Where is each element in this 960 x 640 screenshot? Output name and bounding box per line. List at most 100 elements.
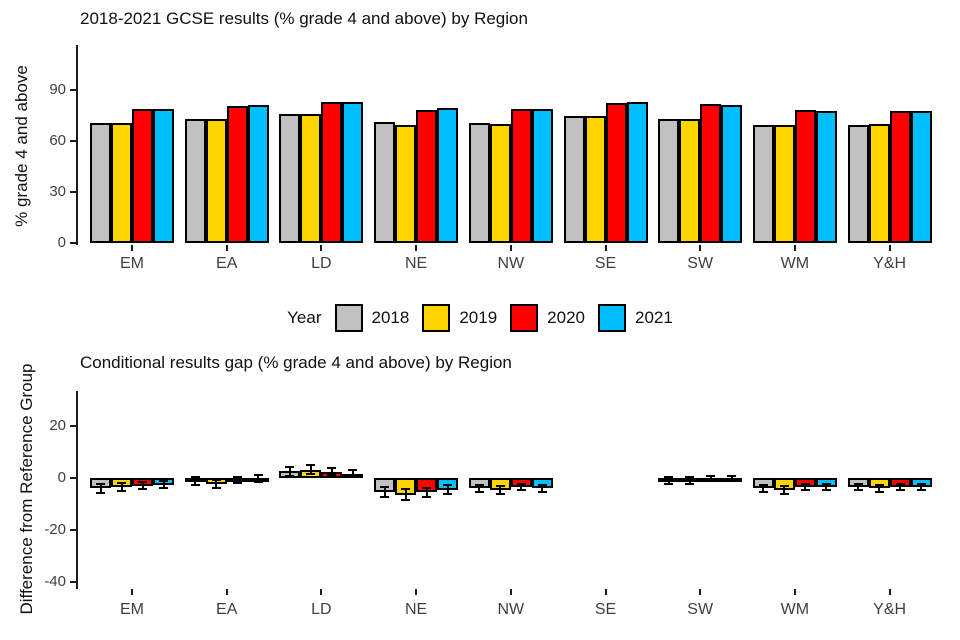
error-bar-cap-top [159, 480, 168, 483]
bar-SW-2018 [658, 118, 680, 243]
bar-WM-2018 [752, 125, 774, 243]
bar-LD-2019 [300, 114, 322, 243]
error-bar-cap-bottom [306, 473, 316, 476]
x-tick-label: LD [311, 255, 332, 272]
bar-EA-2020 [226, 105, 248, 243]
x-tick-mark [225, 589, 228, 595]
x-tick-mark [699, 245, 702, 251]
legend-swatch-2021 [598, 304, 626, 332]
error-bar-cap-top [422, 486, 432, 489]
error-bar-cap-top [253, 474, 263, 477]
bar-WM-2019 [773, 124, 795, 243]
error-bar-cap-bottom [779, 492, 789, 495]
bar-SE-2018 [563, 116, 585, 243]
legend-label: 2018 [371, 308, 410, 327]
y-tick-mark [70, 88, 76, 91]
error-bar-cap-bottom [664, 482, 674, 485]
y-tick-mark [70, 425, 76, 427]
chart2-title: Conditional results gap (% grade 4 and a… [80, 353, 512, 372]
y-tick-label: 0 [57, 469, 66, 486]
x-tick-mark [509, 589, 512, 595]
bar-SE-2021 [626, 102, 648, 243]
x-tick-mark [604, 245, 607, 251]
x-tick-label: NW [497, 601, 525, 618]
error-bar-cap-bottom [758, 491, 768, 494]
error-bar-cap-bottom [685, 482, 695, 485]
error-bar-cap-top [138, 481, 147, 484]
x-tick-label: SW [687, 255, 714, 272]
y-tick-label: 60 [49, 131, 66, 149]
y-tick-mark [70, 477, 76, 479]
error-bar-cap-bottom [916, 489, 926, 492]
bar-EM-2018 [90, 122, 111, 243]
y-axis-line [76, 45, 78, 245]
x-tick-mark [793, 589, 796, 595]
error-bar-cap-top [96, 483, 105, 486]
error-bar-cap-top [895, 482, 905, 485]
bar-EM-2020 [132, 109, 153, 243]
y-tick-label: 20 [49, 417, 66, 434]
error-bar-cap-top [874, 483, 884, 486]
x-tick-label: SW [687, 601, 714, 618]
legend-entry-2018: 2018 [334, 304, 410, 332]
error-bar [709, 475, 712, 482]
error-bar-cap-top [516, 482, 526, 485]
y-tick-mark [70, 242, 76, 244]
year-legend: Year 2018 2019 2020 2021 [0, 303, 960, 333]
error-bar [920, 483, 923, 491]
error-bar-cap-bottom [821, 489, 831, 492]
error-bar-cap-bottom [96, 491, 105, 494]
error-bar-cap-bottom [474, 491, 484, 494]
error-bar-cap-top [306, 464, 316, 467]
bar-NE-2021 [437, 108, 459, 243]
error-bar-cap-bottom [443, 493, 453, 496]
error-bar-cap-top [664, 476, 674, 479]
error-bar [878, 484, 881, 493]
legend-swatch-2020 [510, 304, 539, 332]
error-bar [236, 476, 239, 484]
bar-NE-2020 [416, 110, 438, 243]
error-bar-cap-bottom [138, 488, 147, 491]
error-bar [141, 482, 144, 490]
x-tick-label: NE [404, 601, 428, 618]
error-bar-cap-top [474, 483, 484, 486]
bar-SW-2020 [700, 104, 722, 243]
error-bar-cap-bottom [422, 495, 432, 498]
bar-EA-2021 [247, 105, 269, 243]
legend-label: 2021 [635, 308, 673, 327]
error-bar-cap-top [327, 466, 337, 469]
error-bar [162, 481, 165, 488]
error-bar-cap-top [685, 476, 695, 479]
x-tick-label: EA [216, 601, 238, 618]
error-bar-cap-bottom [190, 483, 200, 486]
error-bar-cap-bottom [285, 474, 295, 477]
error-bar-cap-top [443, 484, 453, 487]
bar-EA-2019 [205, 119, 227, 243]
error-bar-cap-bottom [117, 490, 126, 493]
x-tick-label: SE [594, 255, 617, 272]
x-tick-mark [415, 245, 418, 251]
bar-WM-2021 [815, 110, 837, 243]
error-bar [330, 467, 333, 476]
bar-LD-2020 [321, 101, 343, 243]
bar-NW-2018 [468, 122, 490, 243]
x-tick-mark [225, 245, 228, 251]
error-bar-cap-top [348, 468, 358, 471]
error-bar-cap-top [727, 474, 737, 477]
error-bar [857, 483, 860, 491]
x-tick-label: WM [780, 255, 810, 272]
error-bar-cap-top [495, 484, 505, 487]
x-tick-label: WM [780, 601, 810, 618]
x-tick-mark [793, 245, 796, 251]
bar-SW-2021 [721, 105, 743, 243]
bar-SE-2019 [584, 116, 606, 243]
error-bar [404, 489, 407, 501]
error-bar [804, 483, 807, 491]
error-bar-cap-top [758, 483, 768, 486]
x-tick-mark [888, 589, 891, 595]
y-tick-label: -40 [44, 573, 66, 590]
bar-WM-2020 [794, 110, 816, 243]
